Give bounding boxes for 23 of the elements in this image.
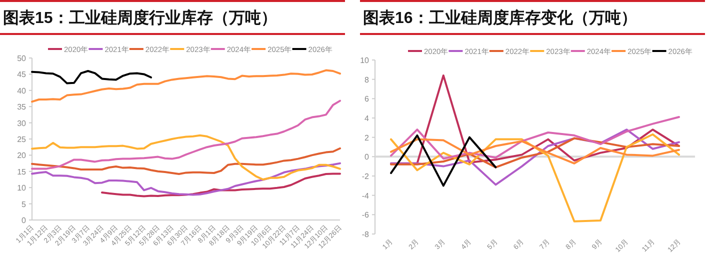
y-tick-label: 25 — [17, 135, 27, 144]
y-tick-label: -6 — [362, 210, 370, 220]
y-tick-label: 30 — [17, 118, 27, 128]
y-tick-label: 45 — [17, 70, 27, 80]
y-tick-label: 4 — [364, 114, 370, 123]
y-tick-label: 35 — [17, 102, 27, 112]
y-tick-label: 10 — [17, 184, 27, 193]
y-tick-label: 0 — [364, 152, 370, 162]
y-tick-label: 10 — [360, 56, 370, 65]
y-tick-label: 6 — [364, 94, 370, 104]
y-tick-label: 2 — [364, 133, 370, 142]
y-tick-label: 40 — [17, 86, 27, 96]
y-tick-label: -2 — [362, 172, 370, 181]
y-tick-label: -4 — [362, 191, 370, 200]
y-tick-label: -8 — [362, 230, 370, 239]
chart-title: 图表15：工业硅周度行业库存（万吨） — [3, 8, 277, 27]
y-tick-label: 0 — [22, 216, 27, 225]
y-tick-label: 50 — [17, 54, 27, 63]
y-tick-label: 20 — [17, 151, 27, 160]
y-tick-label: 8 — [364, 75, 370, 84]
y-tick-label: 15 — [17, 167, 27, 176]
y-tick-label: 5 — [22, 200, 27, 209]
chart-title: 图表16：工业硅周度库存变化（万吨） — [363, 8, 637, 27]
